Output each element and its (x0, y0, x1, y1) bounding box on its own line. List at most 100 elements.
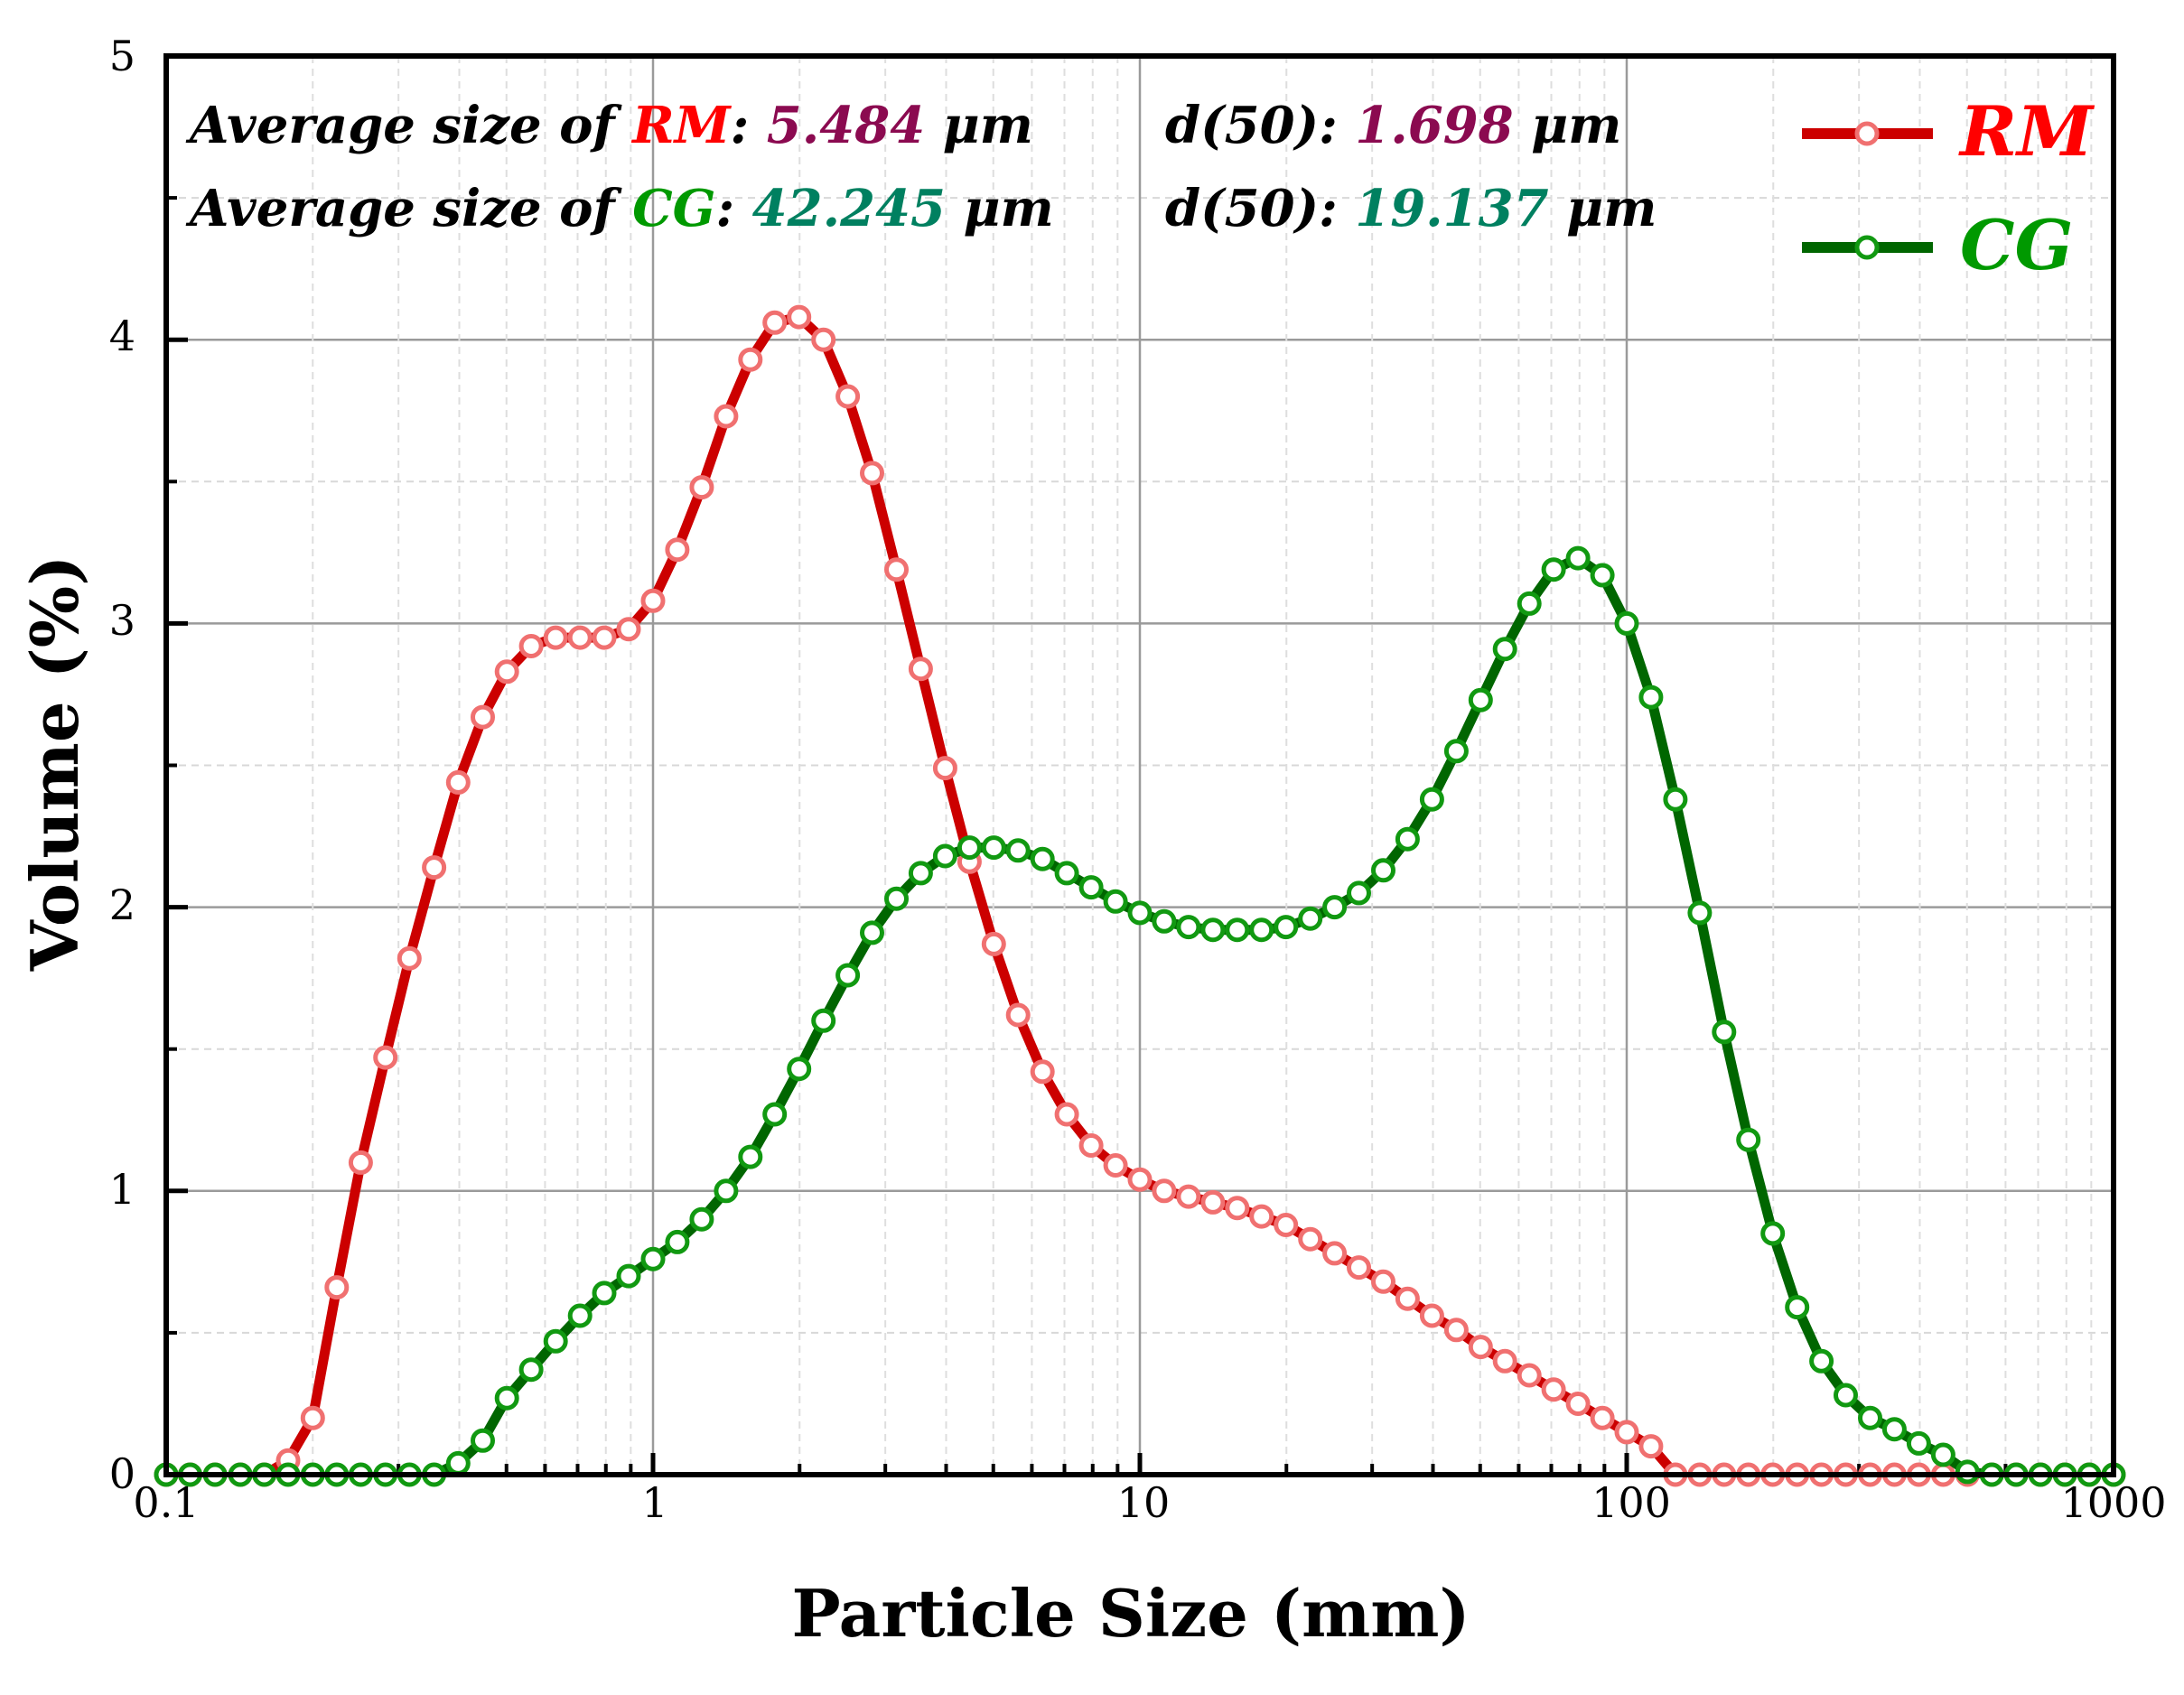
series-cg-point (1565, 545, 1591, 571)
series-rm-point (300, 1405, 325, 1430)
series-cg-point (1809, 1348, 1834, 1374)
series-cg-point (1858, 1405, 1882, 1430)
series-cg-point (689, 1206, 714, 1232)
series-rm-point (689, 475, 714, 500)
series-cg-point (762, 1102, 788, 1127)
series-rm-point (1468, 1335, 1493, 1360)
x-tick-label-0-1: 0.1 (133, 1478, 199, 1527)
series-cg-point (1249, 917, 1274, 943)
y-tick-label-5: 5 (109, 32, 135, 80)
series-rm-point (1517, 1363, 1542, 1388)
series-rm-point (908, 657, 933, 682)
series-rm-point (1371, 1269, 1395, 1294)
annotation-rm-avg: 5.484 (767, 96, 925, 155)
series-rm-point (1249, 1204, 1274, 1229)
annotation-cg-prefix: Average size of (185, 179, 632, 238)
series-cg-point (835, 963, 861, 988)
series-cg-point (1760, 1221, 1786, 1246)
series-cg-point (1930, 1442, 1955, 1467)
series-cg-point (1419, 787, 1444, 812)
x-tick-label-1: 1 (641, 1478, 667, 1527)
x-tick-label-1000: 1000 (2060, 1478, 2166, 1527)
series-cg-point (1298, 906, 1323, 931)
series-cg-point (1663, 787, 1688, 812)
series-cg-point (1955, 1459, 1980, 1485)
series-rm (154, 304, 2126, 1487)
series-rm-point (738, 347, 763, 372)
series-cg-point (640, 1246, 666, 1271)
annotation-rm-prefix: Average size of (185, 96, 632, 155)
series-rm-point (1005, 1002, 1031, 1028)
series-rm-point (665, 537, 690, 563)
series-rm-point (860, 461, 884, 486)
series-cg-point (1225, 917, 1250, 943)
series-rm-point (1590, 1405, 1615, 1430)
series-cg-point (738, 1144, 763, 1169)
series-cg (154, 545, 2126, 1487)
series-cg-point (567, 1303, 593, 1328)
series-rm-point (981, 931, 1006, 956)
series-rm-line (259, 312, 1681, 1480)
series-rm-point (1322, 1241, 1348, 1266)
grid (166, 56, 2114, 1475)
series-rm-point (932, 756, 957, 781)
series-rm-point (592, 625, 617, 650)
annotation-rm-d50-label: d(50): (1165, 96, 1355, 155)
series-rm-point (422, 855, 447, 880)
series-cg-point (1371, 858, 1395, 883)
x-tick-label-10: 10 (1117, 1478, 1171, 1527)
series-cg-point (787, 1057, 812, 1082)
series-cg-point (1614, 610, 1639, 636)
legend-item-cg: CG (1802, 205, 2073, 285)
series-rm-point (324, 1275, 350, 1300)
series-rm-point (1274, 1213, 1299, 1237)
series-rm-point (397, 945, 422, 971)
series-cg-point (616, 1263, 641, 1289)
annotation-cg-unit2: μm (1549, 179, 1657, 238)
series-rm-point (1054, 1102, 1079, 1127)
plot-frame (163, 53, 2116, 1477)
series-rm-point (348, 1150, 373, 1175)
legend-cg-marker (1854, 235, 1880, 260)
annotation-rm: Average size of RM: 5.484 μm d(50): 1.698… (185, 96, 1621, 155)
series-cg-point (1517, 591, 1542, 616)
annotation-rm-sample: RM (630, 96, 733, 155)
annotation-rm-unit2: μm (1514, 96, 1622, 155)
series-cg-point (592, 1281, 617, 1306)
series-cg-point (1687, 900, 1713, 926)
series-cg-line (429, 553, 1997, 1480)
series-cg-point (471, 1428, 495, 1453)
series-cg-point (811, 1008, 836, 1033)
y-tick-label-4: 4 (109, 312, 135, 360)
series-cg-point (714, 1178, 739, 1204)
legend: RM CG (1802, 91, 2095, 285)
series-cg-point (1103, 889, 1128, 914)
series-rm-point (1614, 1420, 1639, 1445)
series-rm-point (1638, 1434, 1664, 1459)
x-tick-label-100: 100 (1591, 1478, 1671, 1527)
series-cg-point (1468, 687, 1493, 712)
annotation-cg-unit1: μm (946, 179, 1054, 238)
series-cg-point (1176, 915, 1201, 940)
series-cg-point (884, 886, 909, 911)
legend-item-rm: RM (1802, 91, 2095, 172)
series-rm-point (1152, 1178, 1177, 1204)
series-rm-point (1225, 1196, 1250, 1221)
series-rm-point (567, 625, 593, 650)
series-cg-point (1443, 739, 1469, 764)
series-cg-point (1834, 1383, 1858, 1408)
series-rm-point (835, 384, 861, 409)
series-cg-point (1347, 880, 1371, 906)
series-cg-point (981, 835, 1006, 861)
series-cg-point (665, 1229, 690, 1254)
y-tick-label-2: 2 (109, 880, 135, 929)
series-cg-point (1152, 908, 1177, 934)
series-rm-point (640, 588, 666, 613)
series-cg-point (1274, 915, 1299, 940)
series-rm-point (494, 659, 519, 685)
annotation-rm-unit1: μm (925, 96, 1033, 155)
series-cg-point (1078, 875, 1104, 900)
series-rm-point (787, 304, 812, 330)
series-rm-point (1395, 1286, 1420, 1311)
series-cg-point (1127, 900, 1153, 926)
